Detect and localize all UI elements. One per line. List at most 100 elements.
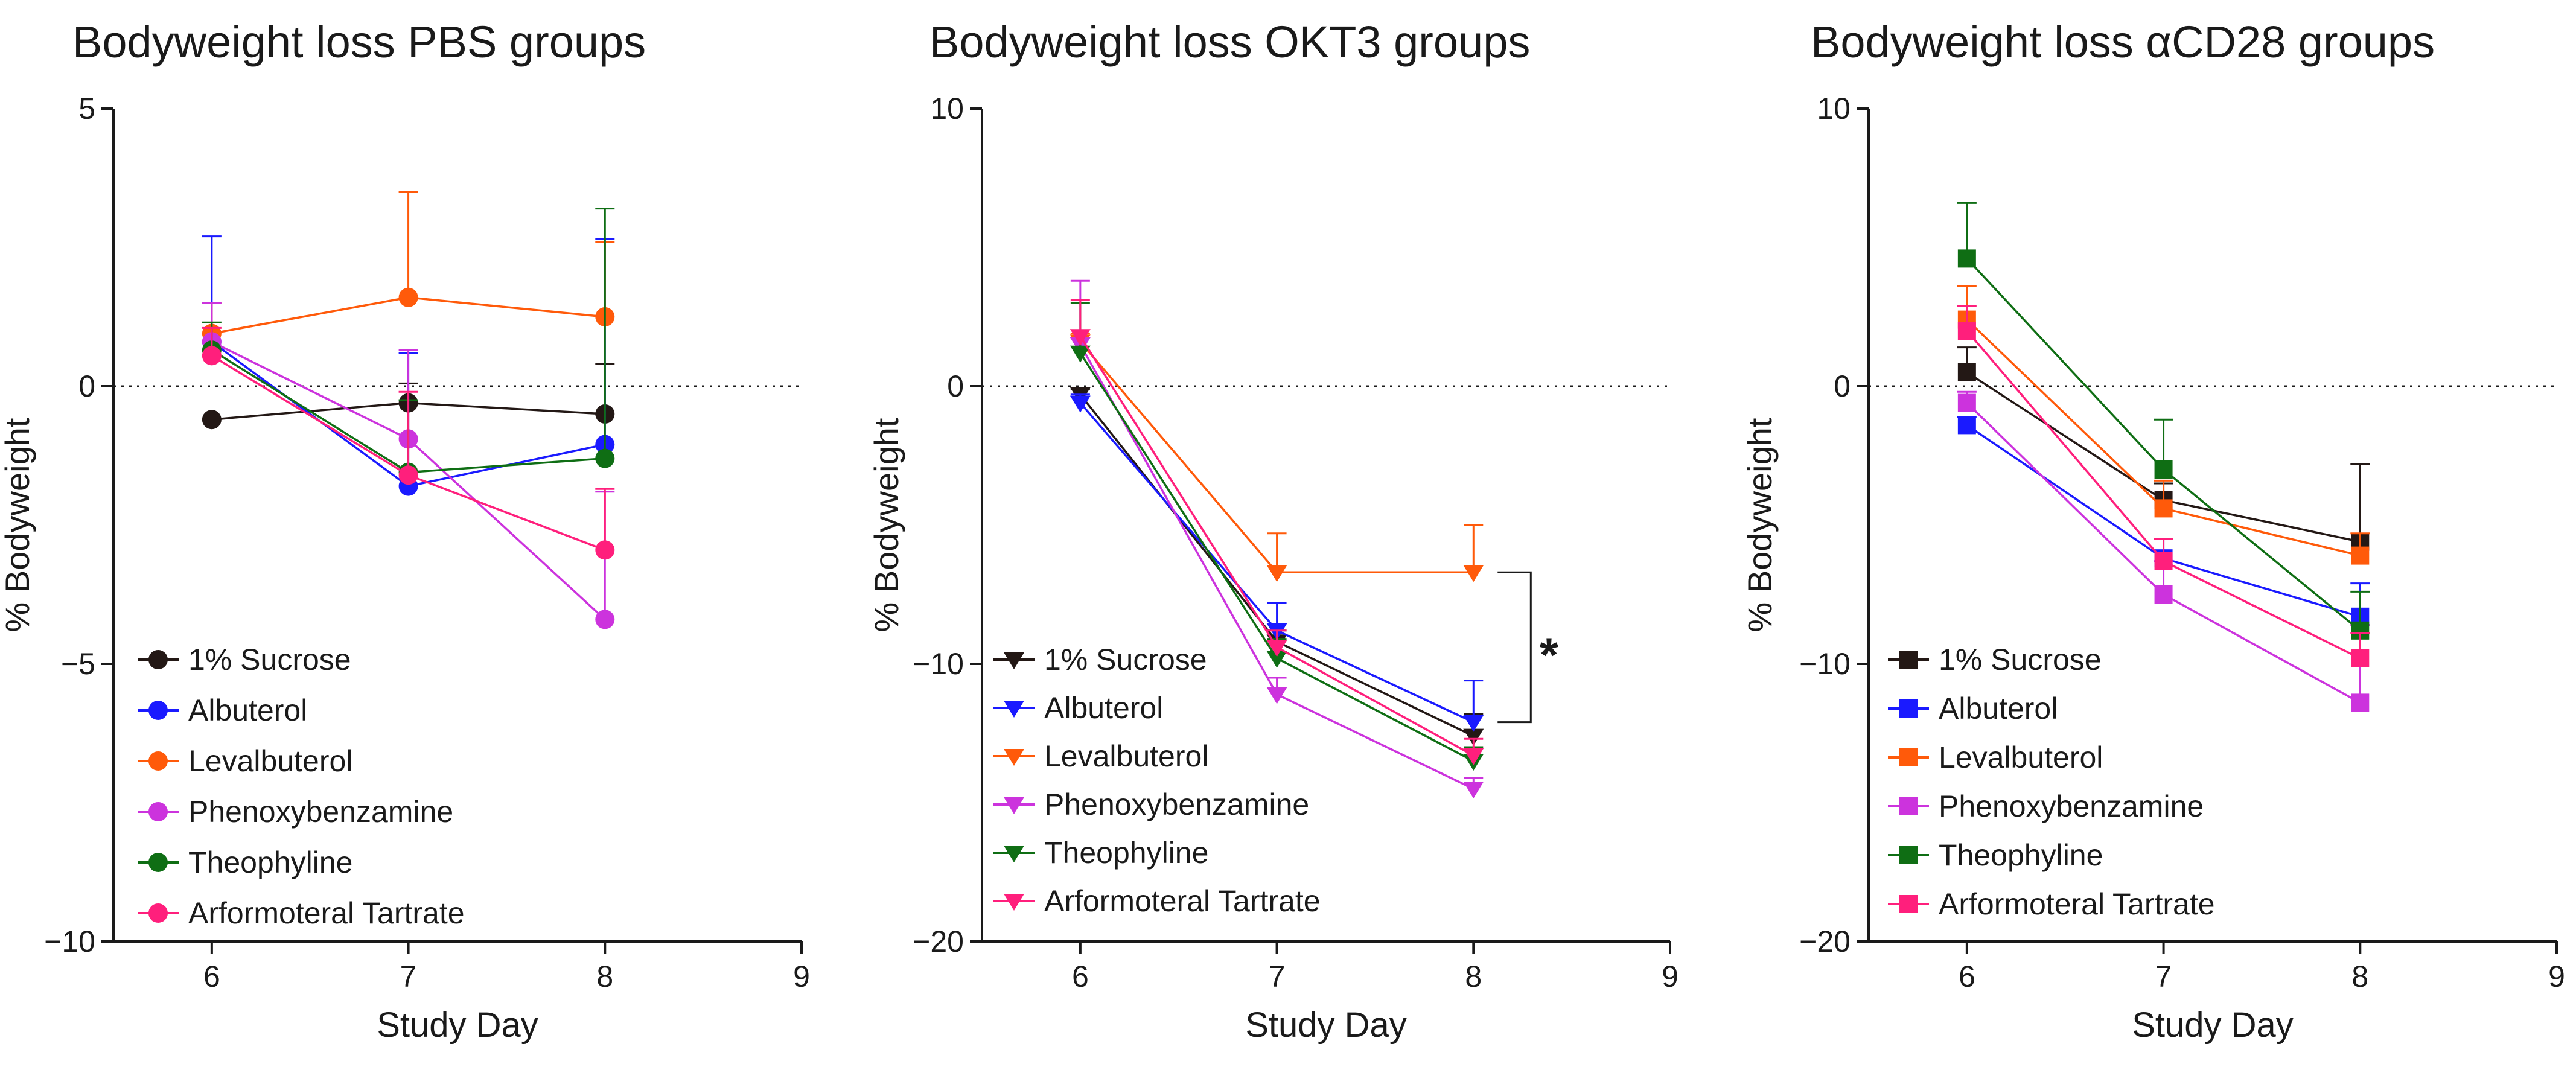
panel-2-point-arformoteral-tartrate bbox=[1463, 748, 1484, 765]
panel-2-point-theophyline bbox=[1070, 345, 1091, 363]
panel-1-x-axis-label: Study Day bbox=[377, 1005, 538, 1045]
panel-2-legend: 1% Sucrose Albuterol Levalbuterol Phenoxybe… bbox=[993, 643, 1321, 918]
panel-3-point-arformoteral-tartrate bbox=[1957, 322, 1976, 340]
panel-2-significance-label: * bbox=[1540, 628, 1559, 681]
panel-3-x-axis-label: Study Day bbox=[2132, 1005, 2294, 1045]
panel-2-x-axis-label: Study Day bbox=[1245, 1005, 1407, 1045]
panel-1-legend-label-phenoxybenzamine: Phenoxybenzamine bbox=[188, 795, 453, 829]
panel-1-point-arformoteral-tartrate bbox=[595, 540, 615, 560]
panel-3-y-tick-label: −10 bbox=[1799, 647, 1851, 681]
panel-3-point-phenoxybenzamine bbox=[2154, 585, 2173, 604]
panel-3-legend-marker-theophyline bbox=[1899, 846, 1918, 864]
panel-2-chart: Bodyweight loss OKT3 groups −20 −10 0 10 6 7 8 9… bbox=[867, 17, 1679, 1045]
panel-3-x-tick-label: 9 bbox=[2548, 960, 2565, 993]
panel-1-title: Bodyweight loss PBS groups bbox=[72, 17, 646, 67]
panel-1-point-phenoxybenzamine bbox=[595, 610, 615, 629]
panel-2-legend-label-1-sucrose: 1% Sucrose bbox=[1044, 643, 1207, 677]
panel-3-legend-label-1-sucrose: 1% Sucrose bbox=[1939, 643, 2102, 677]
panel-2-point-1-sucrose bbox=[1463, 728, 1484, 746]
panel-1-point-arformoteral-tartrate bbox=[202, 346, 222, 366]
panel-3-y-tick-label: 10 bbox=[1817, 92, 1851, 126]
panel-3-y-tick-label: 0 bbox=[1834, 369, 1851, 403]
panel-1-y-tick-label: −10 bbox=[44, 925, 95, 958]
panel-3-legend: 1% Sucrose Albuterol Levalbuterol Phenoxybe… bbox=[1888, 643, 2215, 921]
panel-3-x-tick-label: 8 bbox=[2351, 960, 2368, 993]
panel-3-legend-marker-levalbuterol bbox=[1899, 748, 1918, 766]
panel-3-chart: Bodyweight loss αCD28 groups −20 −10 0 10 6 7 8… bbox=[1741, 17, 2565, 1045]
panel-1-legend-label-theophyline: Theophyline bbox=[188, 846, 352, 879]
panel-2-legend-label-arformoteral-tartrate: Arformoteral Tartrate bbox=[1044, 884, 1321, 918]
panel-3-y-tick-label: −20 bbox=[1799, 925, 1851, 958]
panel-2-legend-label-levalbuterol: Levalbuterol bbox=[1044, 739, 1208, 773]
panel-2-point-phenoxybenzamine bbox=[1463, 782, 1484, 798]
panel-3-point-albuterol bbox=[1957, 416, 1976, 435]
panel-3-legend-label-albuterol: Albuterol bbox=[1939, 692, 2058, 725]
panel-3-legend-marker-1-sucrose bbox=[1899, 651, 1918, 669]
panel-3-y-axis-label: % Bodyweight bbox=[1741, 418, 1779, 632]
panel-1-point-theophyline bbox=[595, 448, 615, 468]
panel-3-legend-label-arformoteral-tartrate: Arformoteral Tartrate bbox=[1939, 887, 2215, 921]
panel-2-point-arformoteral-tartrate bbox=[1070, 329, 1091, 346]
panel-1-legend-label-arformoteral-tartrate: Arformoteral Tartrate bbox=[188, 896, 465, 930]
panel-2-point-phenoxybenzamine bbox=[1266, 687, 1287, 704]
panel-1-y-tick-label: 0 bbox=[78, 369, 95, 403]
panel-1-legend-marker-levalbuterol bbox=[148, 751, 168, 771]
panel-2-title: Bodyweight loss OKT3 groups bbox=[929, 17, 1530, 67]
panel-2-point-albuterol bbox=[1070, 395, 1091, 413]
panel-2-point-arformoteral-tartrate bbox=[1266, 640, 1287, 657]
panel-1-legend-marker-phenoxybenzamine bbox=[148, 802, 168, 821]
panel-1-legend-label-levalbuterol: Levalbuterol bbox=[188, 744, 352, 778]
panel-1-x-tick-label: 8 bbox=[596, 960, 613, 993]
panel-3-legend-label-levalbuterol: Levalbuterol bbox=[1939, 741, 2103, 774]
panel-1-x-tick-label: 7 bbox=[400, 960, 417, 993]
panel-1-legend-marker-theophyline bbox=[148, 853, 168, 872]
panel-1-legend-marker-1-sucrose bbox=[148, 650, 168, 669]
panel-2-y-tick-label: −10 bbox=[913, 647, 964, 681]
panel-3-point-levalbuterol bbox=[2154, 499, 2173, 518]
panel-3-point-1-sucrose bbox=[1957, 363, 1976, 381]
panel-1-series-arformoteral-tartrate bbox=[202, 326, 615, 560]
panel-2-y-tick-label: 10 bbox=[930, 92, 964, 126]
panel-3-legend-marker-phenoxybenzamine bbox=[1899, 797, 1918, 815]
panel-2-legend-marker-1-sucrose bbox=[1004, 652, 1024, 669]
panel-2-y-tick-label: −20 bbox=[913, 925, 964, 958]
panel-2-point-levalbuterol bbox=[1266, 565, 1287, 582]
panel-3-title: Bodyweight loss αCD28 groups bbox=[1811, 17, 2435, 67]
panel-2-x-tick-label: 6 bbox=[1072, 960, 1089, 993]
panel-2-legend-marker-theophyline bbox=[1004, 846, 1024, 862]
panel-3-x-tick-label: 7 bbox=[2155, 960, 2172, 993]
panel-3-series-arformoteral-tartrate bbox=[1957, 305, 2370, 667]
panel-1-y-axis-label: % Bodyweight bbox=[0, 418, 36, 632]
panel-3-legend-marker-albuterol bbox=[1899, 699, 1918, 718]
panel-1-series-levalbuterol bbox=[202, 191, 615, 343]
panel-2-x-tick-label: 7 bbox=[1269, 960, 1286, 993]
panel-2-legend-marker-albuterol bbox=[1004, 701, 1024, 718]
panel-2-legend-marker-levalbuterol bbox=[1004, 749, 1024, 766]
panel-3-point-theophyline bbox=[1957, 249, 1976, 268]
panel-3-point-arformoteral-tartrate bbox=[2351, 649, 2370, 667]
panel-2-point-albuterol bbox=[1463, 715, 1484, 732]
panel-3-x-tick-label: 6 bbox=[1959, 960, 1975, 993]
panel-1-legend-marker-arformoteral-tartrate bbox=[148, 903, 168, 923]
panel-1-legend: 1% Sucrose Albuterol Levalbuterol Phenoxybe… bbox=[138, 643, 465, 930]
panel-2-x-tick-label: 8 bbox=[1465, 960, 1482, 993]
panel-3-point-theophyline bbox=[2154, 460, 2173, 479]
panel-2-point-levalbuterol bbox=[1463, 565, 1484, 582]
panel-2-x-tick-label: 9 bbox=[1662, 960, 1679, 993]
panel-1-legend-marker-albuterol bbox=[148, 701, 168, 720]
panel-2-legend-label-theophyline: Theophyline bbox=[1044, 836, 1208, 870]
panel-2-significance-bracket bbox=[1497, 571, 1532, 724]
panel-2-legend-marker-arformoteral-tartrate bbox=[1004, 894, 1024, 911]
panel-1-point-arformoteral-tartrate bbox=[398, 465, 418, 485]
panel-2-legend-marker-phenoxybenzamine bbox=[1004, 797, 1024, 814]
panel-2-legend-label-albuterol: Albuterol bbox=[1044, 691, 1163, 725]
panel-1-legend-label-albuterol: Albuterol bbox=[188, 693, 307, 727]
panel-3-legend-marker-arformoteral-tartrate bbox=[1899, 895, 1918, 913]
panel-1-x-tick-label: 9 bbox=[793, 960, 810, 993]
panel-2-point-theophyline bbox=[1266, 651, 1287, 668]
panel-1-point-levalbuterol bbox=[398, 287, 418, 307]
panel-1-y-tick-label: −5 bbox=[61, 647, 95, 681]
panel-1-chart: Bodyweight loss PBS groups −10 −5 0 5 6 7 8 9 Stu… bbox=[0, 17, 810, 1045]
panel-2-y-tick-label: 0 bbox=[947, 369, 964, 403]
